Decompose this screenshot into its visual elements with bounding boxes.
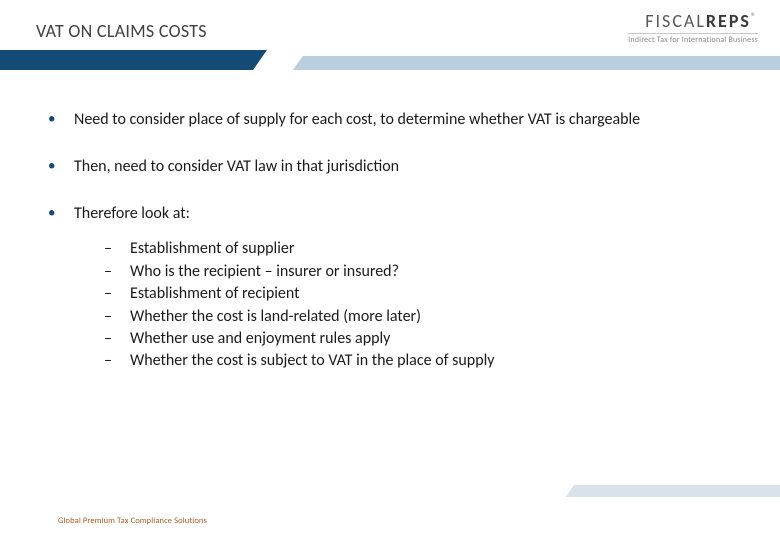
logo-part1: FISCAL [645,10,706,32]
footer-strip-light [550,485,780,497]
dash-marker: – [104,350,130,372]
slide-title: VAT ON CLAIMS COSTS [0,20,207,42]
footer-strip [530,482,780,500]
bullet-text: Then, need to consider VAT law in that j… [74,157,399,178]
sub-bullet-text: Establishment of recipient [130,283,299,305]
dash-marker: – [104,238,130,260]
bullet-marker: • [48,110,74,131]
title-bar: VAT ON CLAIMS COSTS [0,16,280,46]
sub-bullet-item: – Establishment of recipient [104,283,750,305]
slide-header: VAT ON CLAIMS COSTS FISCALREPS® Indirect… [0,0,780,74]
logo-part2: REPS [706,10,751,32]
bullet-item: • Therefore look at: [48,204,750,225]
sub-bullet-item: – Whether the cost is subject to VAT in … [104,350,750,372]
dash-marker: – [104,283,130,305]
bullet-item: • Then, need to consider VAT law in that… [48,157,750,178]
dash-marker: – [104,261,130,283]
strip-navy [0,50,280,70]
sub-bullet-item: – Establishment of supplier [104,238,750,260]
bullet-item: • Need to consider place of supply for e… [48,110,750,131]
logo-registered: ® [751,10,758,23]
header-strip [0,50,780,74]
sub-bullet-text: Who is the recipient – insurer or insure… [130,261,399,283]
bullet-text: Therefore look at: [74,204,190,225]
footer-strip-notch [530,482,577,500]
brand-logo: FISCALREPS® Indirect Tax for Internation… [628,10,758,45]
logo-tagline: Indirect Tax for International Business [628,33,758,45]
logo-wordmark: FISCALREPS® [628,10,758,32]
sub-bullet-text: Whether the cost is land-related (more l… [130,306,421,328]
bullet-marker: • [48,157,74,178]
sub-bullet-text: Whether use and enjoyment rules apply [130,328,390,350]
strip-lightblue [280,56,780,70]
slide-content: • Need to consider place of supply for e… [48,110,750,373]
dash-marker: – [104,306,130,328]
sub-bullet-list: – Establishment of supplier – Who is the… [104,238,750,372]
sub-bullet-item: – Whether use and enjoyment rules apply [104,328,750,350]
sub-bullet-item: – Who is the recipient – insurer or insu… [104,261,750,283]
bullet-marker: • [48,204,74,225]
dash-marker: – [104,328,130,350]
sub-bullet-item: – Whether the cost is land-related (more… [104,306,750,328]
footer-tagline: Global Premium Tax Compliance Solutions [58,516,207,526]
bullet-text: Need to consider place of supply for eac… [74,110,640,131]
sub-bullet-text: Whether the cost is subject to VAT in th… [130,350,495,372]
sub-bullet-text: Establishment of supplier [130,238,294,260]
